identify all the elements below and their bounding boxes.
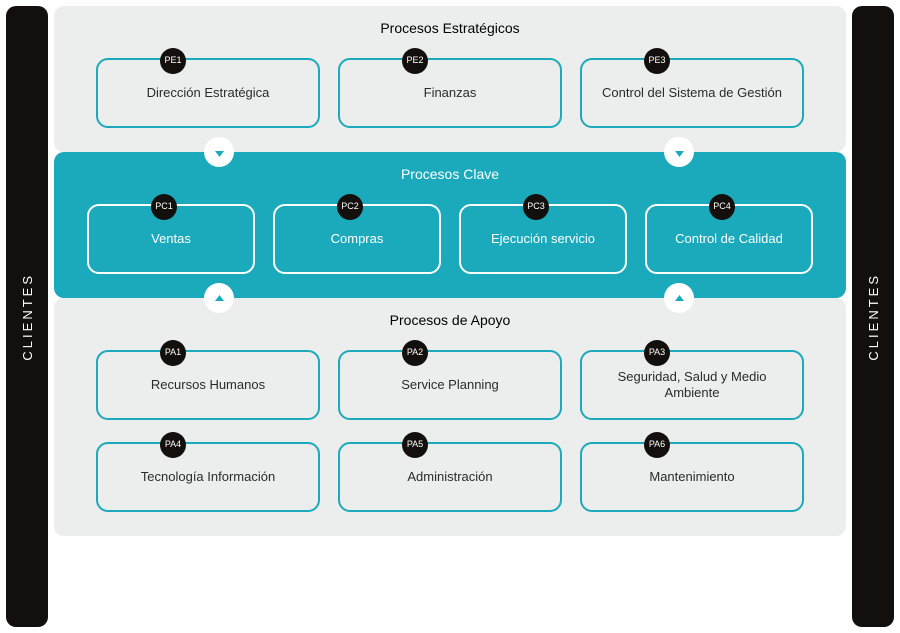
process-label: Finanzas xyxy=(424,85,477,101)
clients-label: CLIENTES xyxy=(866,273,881,361)
process-label: Ejecución servicio xyxy=(491,231,595,247)
band-strategic-title: Procesos Estratégicos xyxy=(78,20,822,36)
process-tag: PC1 xyxy=(151,194,177,220)
row-key: PC1Ventas PC2Compras PC3Ejecución servicio… xyxy=(78,204,822,274)
arrow-up-icon xyxy=(664,283,694,313)
process-tag: PC4 xyxy=(709,194,735,220)
process-box: PA6Mantenimiento xyxy=(580,442,804,512)
row-support-2: PA4Tecnología Información PA5Administraci… xyxy=(78,442,822,512)
process-tag: PE1 xyxy=(160,48,186,74)
process-box: PC1Ventas xyxy=(87,204,255,274)
row-strategic: PE1Dirección Estratégica PE2Finanzas PE3Co… xyxy=(78,58,822,128)
process-box: PA1Recursos Humanos xyxy=(96,350,320,420)
process-label: Seguridad, Salud y Medio Ambiente xyxy=(592,369,792,402)
clients-label: CLIENTES xyxy=(20,273,35,361)
band-strategic: Procesos Estratégicos PE1Dirección Estra… xyxy=(54,6,846,152)
process-label: Compras xyxy=(331,231,384,247)
process-tag: PA6 xyxy=(644,432,670,458)
process-tag: PA3 xyxy=(644,340,670,366)
process-label: Control de Calidad xyxy=(675,231,783,247)
process-label: Administración xyxy=(407,469,492,485)
process-tag: PE2 xyxy=(402,48,428,74)
arrow-up-icon xyxy=(204,283,234,313)
process-tag: PA1 xyxy=(160,340,186,366)
main-column: Procesos Estratégicos PE1Dirección Estra… xyxy=(54,6,846,627)
process-tag: PC2 xyxy=(337,194,363,220)
process-box: PE3Control del Sistema de Gestión xyxy=(580,58,804,128)
process-box: PE1Dirección Estratégica xyxy=(96,58,320,128)
process-label: Control del Sistema de Gestión xyxy=(602,85,782,101)
band-key: Procesos Clave PC1VentasPC2ComprasPC3Eje… xyxy=(54,152,846,298)
clients-bar-left: CLIENTES xyxy=(6,6,48,627)
process-label: Recursos Humanos xyxy=(151,377,265,393)
process-tag: PE3 xyxy=(644,48,670,74)
process-label: Mantenimiento xyxy=(649,469,734,485)
process-tag: PA5 xyxy=(402,432,428,458)
process-label: Dirección Estratégica xyxy=(147,85,270,101)
arrow-down-icon xyxy=(664,137,694,167)
process-tag: PC3 xyxy=(523,194,549,220)
band-support-title: Procesos de Apoyo xyxy=(78,312,822,328)
row-support-1: PA1Recursos Humanos PA2Service Planning PA… xyxy=(78,350,822,420)
process-box: PA3Seguridad, Salud y Medio Ambiente xyxy=(580,350,804,420)
band-support: Procesos de Apoyo PA1Recursos HumanosPA2… xyxy=(54,298,846,536)
process-box: PA4Tecnología Información xyxy=(96,442,320,512)
process-box: PA5Administración xyxy=(338,442,562,512)
process-box: PC2Compras xyxy=(273,204,441,274)
process-tag: PA2 xyxy=(402,340,428,366)
process-box: PC3Ejecución servicio xyxy=(459,204,627,274)
process-label: Service Planning xyxy=(401,377,499,393)
process-box: PC4Control de Calidad xyxy=(645,204,813,274)
process-box: PE2Finanzas xyxy=(338,58,562,128)
clients-bar-right: CLIENTES xyxy=(852,6,894,627)
arrow-down-icon xyxy=(204,137,234,167)
process-box: PA2Service Planning xyxy=(338,350,562,420)
process-map: CLIENTES Procesos Estratégicos PE1Direcc… xyxy=(0,0,900,633)
process-tag: PA4 xyxy=(160,432,186,458)
process-label: Tecnología Información xyxy=(141,469,275,485)
band-key-title: Procesos Clave xyxy=(78,166,822,182)
process-label: Ventas xyxy=(151,231,191,247)
